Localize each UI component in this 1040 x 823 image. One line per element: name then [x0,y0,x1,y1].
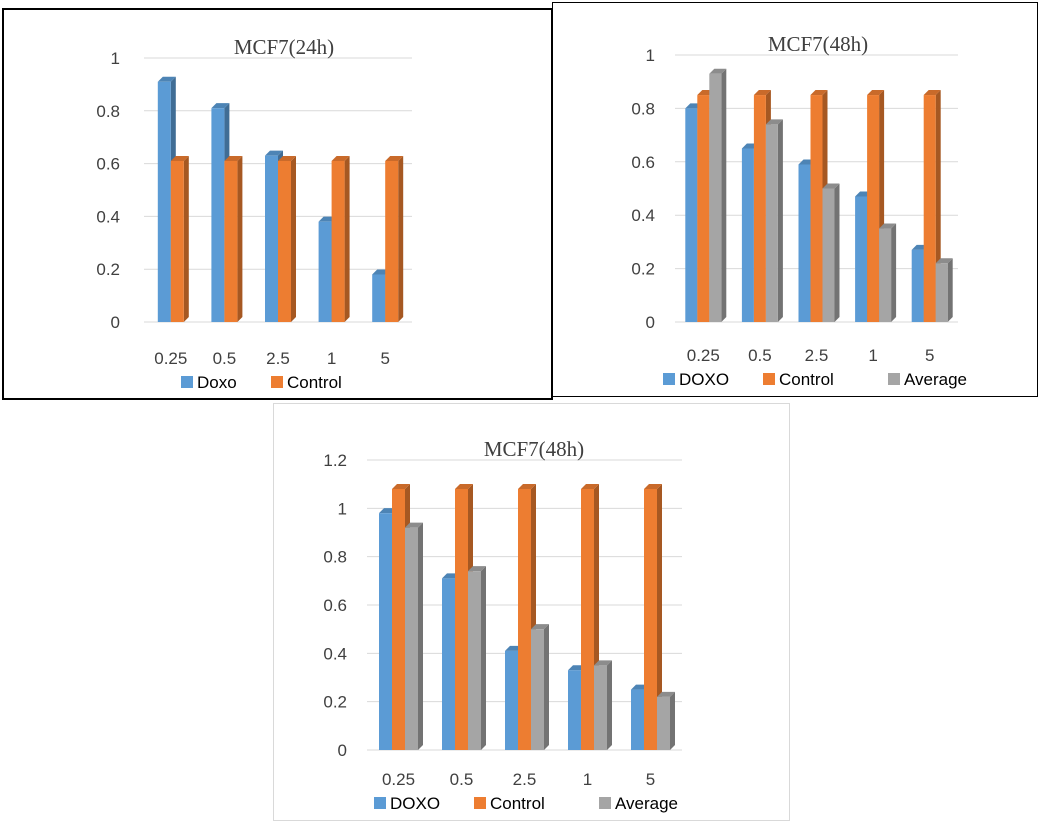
legend-swatch [474,797,486,809]
y-tick-label: 0.8 [631,99,655,118]
y-tick-label: 0 [646,313,655,332]
y-tick-label: 1 [338,499,347,518]
legend-label: Average [615,794,678,813]
x-tick-label: 1 [327,349,336,368]
legend-entry-average: Average [888,370,967,389]
x-tick-label: 1 [868,346,877,365]
y-tick-label: 0.8 [323,548,347,567]
x-tick-label: 0.25 [687,346,720,365]
x-tick-label: 0.25 [382,770,415,789]
bar-average-0.25 [709,68,727,322]
y-tick-label: 0 [338,741,347,760]
chart-panel-24h: 0 0.2 0.4 0.6 0.8 1 MCF7(24h) 0.25 0.5 2.5 1 5 Doxo C… [2,8,553,400]
legend-swatch [888,373,900,385]
bar-average-0.25 [405,522,423,750]
bar-average-2.5 [822,183,840,322]
y-tick-label: 0.2 [323,693,347,712]
y-tick-label: 0 [111,313,120,332]
x-tick-label: 0.25 [154,349,187,368]
y-tick-label: 1.2 [323,451,347,470]
legend-swatch [374,797,386,809]
y-tick-label: 0.6 [96,155,120,174]
y-tick-label: 0.2 [96,260,120,279]
bar-average-2.5 [531,624,549,750]
y-tick-label: 1 [111,49,120,68]
chart-24h: 0 0.2 0.4 0.6 0.8 1 MCF7(24h) 0.25 0.5 2.5 1 5 Doxo C… [96,35,412,392]
legend-label: Control [779,370,834,389]
y-tick-label: 1 [646,46,655,65]
bar-control-5 [644,484,662,750]
legend-label: Control [490,794,545,813]
legend-entry-control: Control [474,794,545,813]
legend-label: Control [287,373,342,392]
bar-average-5 [935,258,953,322]
x-tick-label: 2.5 [513,770,537,789]
bar-control-0.5 [224,155,243,322]
legend-entry-average: Average [599,794,678,813]
x-tick-label: 5 [925,346,934,365]
bar-average-0.5 [765,119,783,322]
y-tick-label: 0.4 [323,644,347,663]
bar-control-1 [331,155,350,322]
chart-panel-48h-a: 0 0.2 0.4 0.6 0.8 1 MCF7(48h) 0.25 0.5 2.5 1 5 DOXO C… [552,2,1038,397]
legend-swatch [599,797,611,809]
x-tick-label: 2.5 [266,349,290,368]
x-tick-label: 5 [646,770,655,789]
chart-title: MCF7(24h) [234,35,334,59]
legend-entry-control: Control [763,370,834,389]
legend-swatch [663,373,675,385]
x-tick-label: 0.5 [213,349,237,368]
legend-label: DOXO [679,370,729,389]
legend-swatch [181,376,193,388]
legend-label: Doxo [197,373,237,392]
y-tick-label: 0.4 [631,206,655,225]
y-tick-label: 0.6 [323,596,347,615]
x-tick-label: 0.5 [450,770,474,789]
legend-swatch [763,373,775,385]
bar-average-5 [657,691,675,750]
legend-entry-control: Control [271,373,342,392]
chart-panel-48h-b: 0 0.2 0.4 0.6 0.8 1 1.2 MCF7(48h) 0.25 0.5 2.5 1 5 DO… [273,403,790,821]
legend-entry-doxo: Doxo [181,373,237,392]
chart-title: MCF7(48h) [484,437,584,461]
bar-control-5 [385,155,404,322]
legend-swatch [271,376,283,388]
bar-average-0.5 [468,566,486,750]
x-tick-label: 1 [583,770,592,789]
x-tick-label: 2.5 [805,346,829,365]
chart-48h-a: 0 0.2 0.4 0.6 0.8 1 MCF7(48h) 0.25 0.5 2.5 1 5 DOXO C… [631,32,967,389]
bar-control-0.25 [170,155,189,322]
legend-label: Average [904,370,967,389]
legend-entry-doxo: DOXO [374,794,440,813]
y-tick-label: 0.8 [96,102,120,121]
x-tick-label: 5 [380,349,389,368]
chart-title: MCF7(48h) [768,32,868,56]
legend-entry-doxo: DOXO [663,370,729,389]
bar-control-2.5 [278,155,296,322]
bar-average-1 [879,223,897,322]
bar-average-1 [594,660,612,750]
chart-48h-b: 0 0.2 0.4 0.6 0.8 1 1.2 MCF7(48h) 0.25 0.5 2.5 1 5 DO… [323,437,682,813]
y-tick-label: 0.6 [631,153,655,172]
y-tick-label: 0.4 [96,207,120,226]
y-tick-label: 0.2 [631,260,655,279]
x-tick-label: 0.5 [748,346,772,365]
legend-label: DOXO [390,794,440,813]
